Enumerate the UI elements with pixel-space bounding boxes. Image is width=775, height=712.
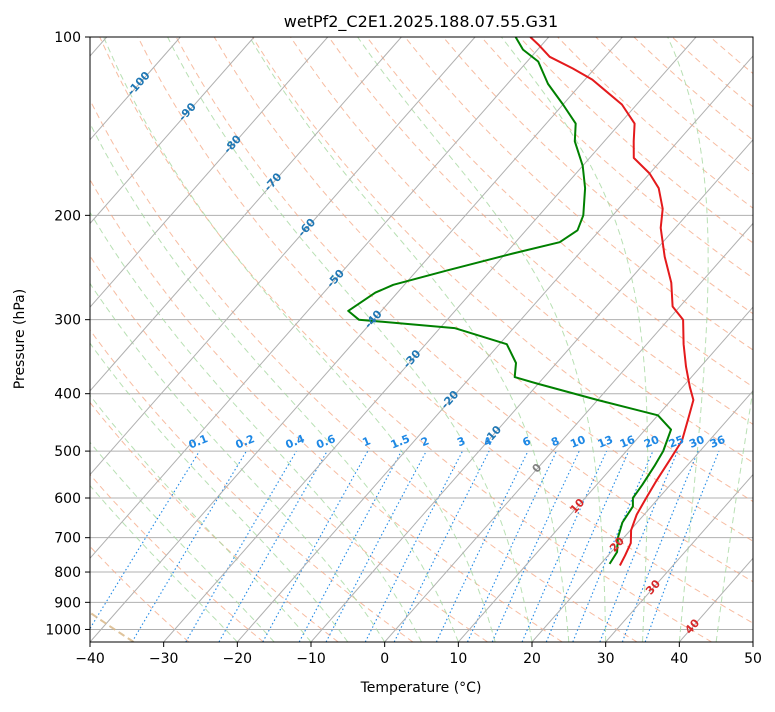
y-tick-label: 800 xyxy=(54,565,81,581)
x-tick-label: 50 xyxy=(744,651,762,667)
x-axis-label: Temperature (°C) xyxy=(360,680,482,696)
x-tick-label: −20 xyxy=(223,651,253,667)
y-tick-label: 400 xyxy=(54,387,81,403)
y-tick-label: 100 xyxy=(54,30,81,46)
x-tick-label: −30 xyxy=(149,651,179,667)
y-tick-label: 600 xyxy=(54,491,81,507)
x-tick-label: −10 xyxy=(296,651,326,667)
y-tick-label: 700 xyxy=(54,531,81,547)
y-axis-label: Pressure (hPa) xyxy=(12,289,28,389)
x-tick-label: 0 xyxy=(380,651,389,667)
x-tick-label: 10 xyxy=(449,651,467,667)
y-tick-label: 1000 xyxy=(45,622,81,638)
x-tick-label: 30 xyxy=(597,651,615,667)
y-tick-label: 900 xyxy=(54,595,81,611)
chart-title: wetPf2_C2E1.2025.188.07.55.G31 xyxy=(284,12,558,32)
y-tick-label: 200 xyxy=(54,208,81,224)
x-tick-label: 20 xyxy=(523,651,541,667)
y-tick-label: 300 xyxy=(54,313,81,329)
x-tick-label: 40 xyxy=(670,651,688,667)
y-tick-label: 500 xyxy=(54,444,81,460)
x-tick-label: −40 xyxy=(75,651,105,667)
